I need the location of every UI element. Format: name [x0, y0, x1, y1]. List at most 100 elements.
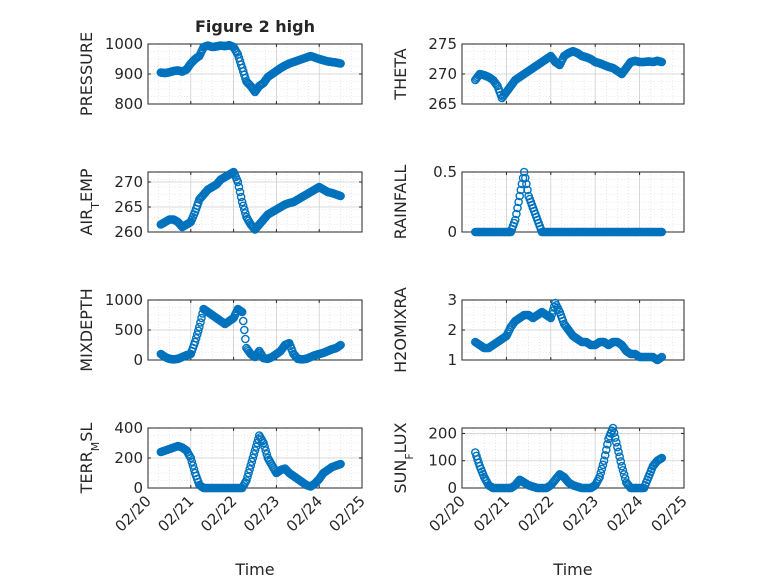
data-point — [596, 468, 606, 478]
data-point — [239, 205, 249, 214]
data-point — [510, 215, 520, 225]
data-point — [336, 340, 345, 350]
axes-left-3: 0 500 1000 MIXDEPTH — [77, 288, 363, 372]
y-tick-label: 200 — [114, 449, 143, 467]
data-point — [513, 203, 522, 213]
x-tick-label: 02/20 — [426, 492, 469, 535]
data-point — [259, 438, 268, 448]
data-point — [618, 465, 628, 475]
data-point — [191, 333, 201, 343]
data-point — [248, 453, 258, 463]
data-point — [261, 446, 271, 455]
y-tick-label: 3 — [447, 291, 457, 309]
y-tick-label: 500 — [114, 321, 143, 339]
y-axis-label: H2OMIXRA — [391, 287, 410, 373]
y-tick-label: 265 — [428, 95, 457, 113]
x-tick-label: 02/22 — [197, 492, 240, 535]
data-point — [336, 459, 345, 469]
data-point — [657, 227, 667, 237]
y-axis-label: RAINFALL — [391, 165, 410, 240]
axes-right-3: 1 2 3 H2OMIXRA — [391, 287, 685, 373]
data-point — [243, 472, 252, 482]
axes-right-2: 0 0.5 RAINFALL — [391, 163, 685, 241]
y-tick-label: 0 — [447, 223, 457, 241]
y-tick-label: 100 — [428, 452, 457, 470]
data-point — [602, 445, 611, 455]
data-point — [238, 316, 248, 326]
x-tick-label: 02/23 — [559, 492, 602, 535]
data-point — [336, 59, 345, 68]
y-tick-label: 270 — [428, 65, 457, 83]
data-point — [657, 352, 667, 362]
y-tick-label: 0 — [133, 479, 143, 497]
data-point — [249, 449, 259, 459]
data-point — [250, 446, 260, 455]
data-point — [611, 438, 621, 447]
data-point — [244, 468, 253, 478]
data-point — [247, 457, 257, 467]
data-point — [519, 167, 529, 177]
x-tick-label: 02/25 — [648, 492, 691, 535]
data-point — [515, 191, 525, 201]
y-tick-label: 400 — [114, 419, 143, 437]
data-point — [595, 472, 604, 482]
y-tick-label: 0 — [447, 479, 457, 497]
data-point — [245, 464, 254, 474]
axes-right-4: 0 100 200 SUNFLUX 02/20 02/21 02/22 02/23 02/24 0… — [391, 422, 691, 579]
y-axis-label: THETA — [391, 48, 410, 100]
x-tick-label: 02/24 — [603, 492, 646, 535]
data-point — [192, 330, 202, 339]
data-point — [608, 423, 618, 433]
data-point — [598, 460, 608, 470]
chart-title: Figure 2 high — [195, 17, 315, 36]
data-point — [234, 182, 244, 192]
data-point — [242, 476, 251, 485]
x-tick-label: 02/25 — [326, 492, 369, 535]
y-tick-label: 270 — [114, 173, 143, 191]
y-tick-label: 2 — [447, 321, 457, 339]
y-tick-label: 1000 — [105, 35, 143, 53]
data-point — [238, 201, 248, 211]
x-tick-label: 02/21 — [470, 492, 513, 535]
data-point — [547, 309, 557, 319]
data-point — [614, 447, 623, 457]
y-tick-label: 200 — [428, 424, 457, 442]
data-point — [603, 440, 612, 449]
data-point — [617, 461, 627, 471]
data-point — [251, 442, 261, 452]
data-point — [613, 442, 622, 452]
data-point — [195, 322, 204, 332]
data-point — [186, 453, 196, 463]
data-point — [193, 326, 203, 336]
data-point — [197, 313, 206, 323]
y-tick-label: 0 — [133, 351, 143, 369]
data-point — [522, 179, 531, 189]
y-axis-label: MIXDEPTH — [77, 288, 96, 371]
data-point — [546, 313, 556, 323]
data-point — [597, 464, 607, 474]
data-point — [246, 461, 256, 470]
x-tick-label: 02/22 — [514, 492, 557, 535]
y-tick-label: 900 — [114, 65, 143, 83]
x-axis-label: Time — [234, 560, 274, 579]
y-axis-label: AIRTEMP — [77, 168, 102, 235]
data-point — [657, 453, 667, 463]
data-point — [336, 191, 345, 201]
data-point — [523, 185, 532, 195]
data-point — [236, 192, 246, 202]
data-point — [260, 442, 269, 452]
y-tick-label: 800 — [114, 95, 143, 113]
data-point — [237, 307, 247, 317]
data-point — [235, 187, 245, 197]
data-point — [196, 318, 205, 327]
data-point — [237, 197, 247, 207]
data-point — [233, 177, 243, 187]
data-point — [239, 325, 249, 335]
y-tick-label: 1000 — [105, 291, 143, 309]
data-point — [492, 80, 501, 89]
y-axis-label: PRESSURE — [77, 32, 96, 116]
axes-right-1: 265 270 275 THETA — [391, 35, 685, 113]
data-point — [599, 456, 609, 466]
y-tick-label: 275 — [428, 35, 457, 53]
